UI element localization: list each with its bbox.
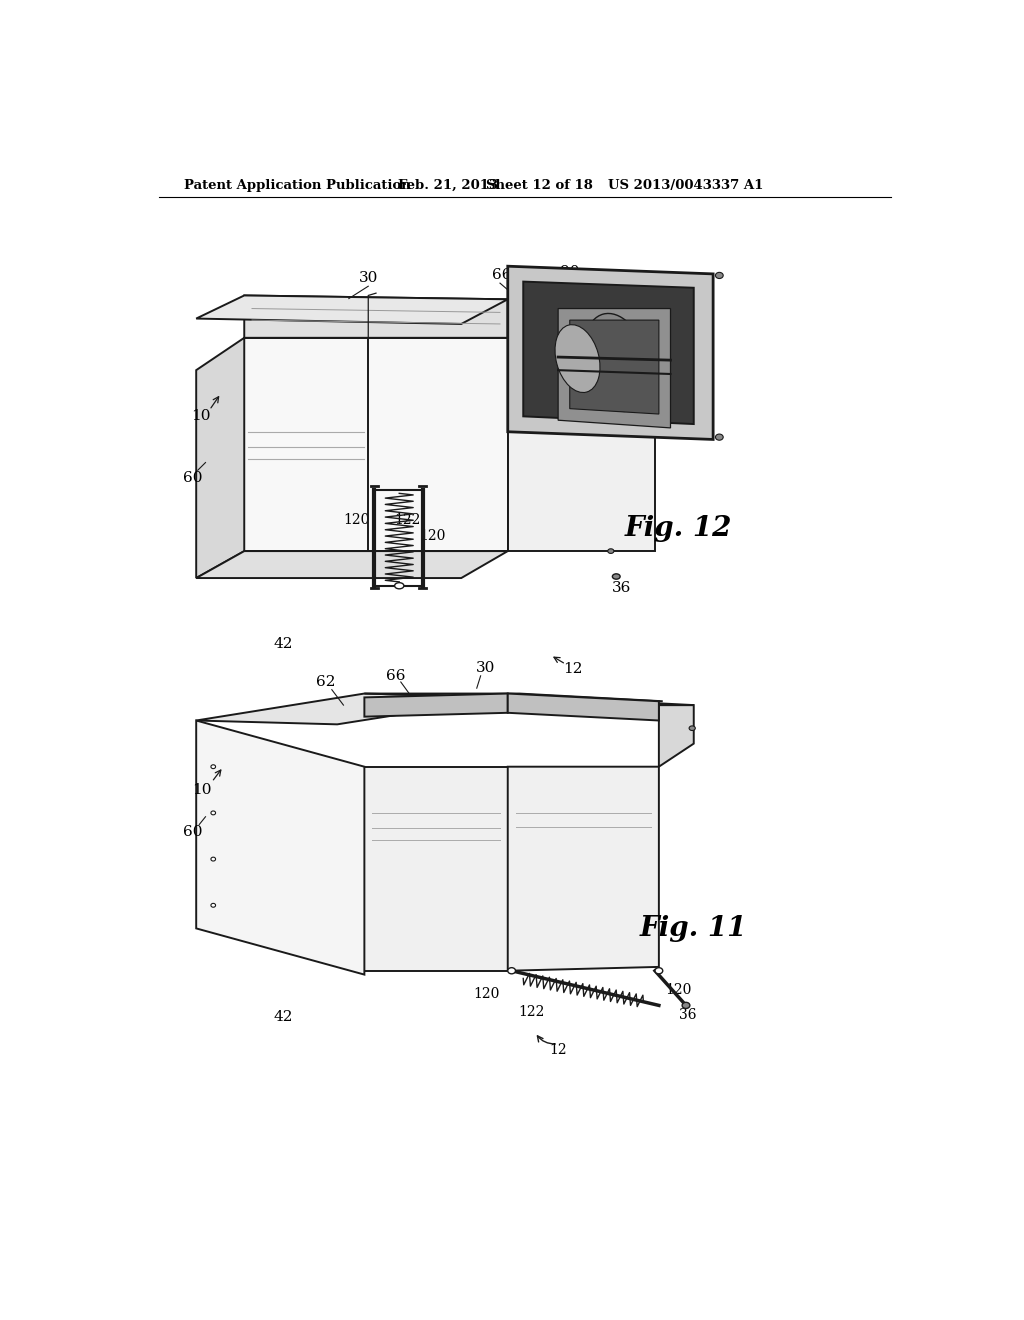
Text: 66: 66 — [386, 669, 406, 682]
Text: 12: 12 — [563, 661, 583, 676]
Ellipse shape — [211, 857, 216, 861]
Ellipse shape — [584, 313, 649, 412]
Polygon shape — [245, 338, 508, 552]
Ellipse shape — [607, 549, 614, 553]
Text: 120: 120 — [343, 513, 370, 527]
Ellipse shape — [716, 272, 723, 279]
Polygon shape — [197, 552, 508, 578]
Text: Patent Application Publication: Patent Application Publication — [183, 178, 411, 191]
Text: 62: 62 — [315, 675, 336, 689]
Text: 122: 122 — [394, 513, 420, 527]
Polygon shape — [523, 281, 693, 424]
Polygon shape — [245, 296, 508, 338]
Polygon shape — [508, 767, 658, 970]
Polygon shape — [558, 309, 671, 428]
Polygon shape — [508, 267, 713, 440]
Text: Sheet 12 of 18: Sheet 12 of 18 — [486, 178, 593, 191]
Polygon shape — [197, 338, 245, 578]
Polygon shape — [655, 309, 686, 432]
Text: 122: 122 — [518, 1005, 544, 1019]
Polygon shape — [508, 697, 693, 705]
Polygon shape — [569, 321, 658, 414]
Ellipse shape — [716, 434, 723, 441]
Text: Feb. 21, 2013: Feb. 21, 2013 — [397, 178, 498, 191]
Text: 10: 10 — [191, 783, 211, 797]
Text: 120: 120 — [420, 529, 445, 543]
Text: 30: 30 — [358, 271, 378, 285]
Polygon shape — [508, 432, 655, 552]
Text: Fig. 11: Fig. 11 — [640, 915, 748, 942]
Polygon shape — [197, 693, 508, 725]
Polygon shape — [658, 705, 693, 767]
Text: 66: 66 — [492, 268, 511, 282]
Polygon shape — [197, 721, 365, 974]
Ellipse shape — [682, 1002, 690, 1008]
Text: 36: 36 — [679, 1008, 696, 1023]
Ellipse shape — [689, 726, 695, 730]
Text: 42: 42 — [273, 636, 293, 651]
Ellipse shape — [211, 810, 216, 814]
Text: 36: 36 — [612, 581, 632, 595]
Ellipse shape — [211, 764, 216, 768]
Text: 42: 42 — [273, 1010, 293, 1024]
Text: 60: 60 — [182, 825, 202, 840]
Ellipse shape — [394, 582, 403, 589]
Text: 10: 10 — [191, 409, 211, 422]
Polygon shape — [508, 693, 658, 721]
Polygon shape — [365, 767, 508, 970]
Ellipse shape — [555, 325, 600, 392]
Polygon shape — [197, 296, 508, 323]
Text: US 2013/0043337 A1: US 2013/0043337 A1 — [608, 178, 764, 191]
Text: 30: 30 — [476, 661, 496, 675]
Text: Fig. 12: Fig. 12 — [625, 515, 732, 541]
Text: 60: 60 — [182, 471, 202, 484]
Ellipse shape — [211, 903, 216, 907]
Polygon shape — [365, 693, 508, 717]
Text: 12: 12 — [549, 1043, 567, 1057]
Polygon shape — [365, 693, 663, 701]
Ellipse shape — [655, 968, 663, 974]
Ellipse shape — [612, 574, 621, 579]
Text: 120: 120 — [473, 987, 500, 1001]
Text: 120: 120 — [665, 983, 691, 997]
Text: 90: 90 — [560, 264, 580, 279]
Ellipse shape — [508, 968, 515, 974]
Polygon shape — [508, 308, 686, 338]
